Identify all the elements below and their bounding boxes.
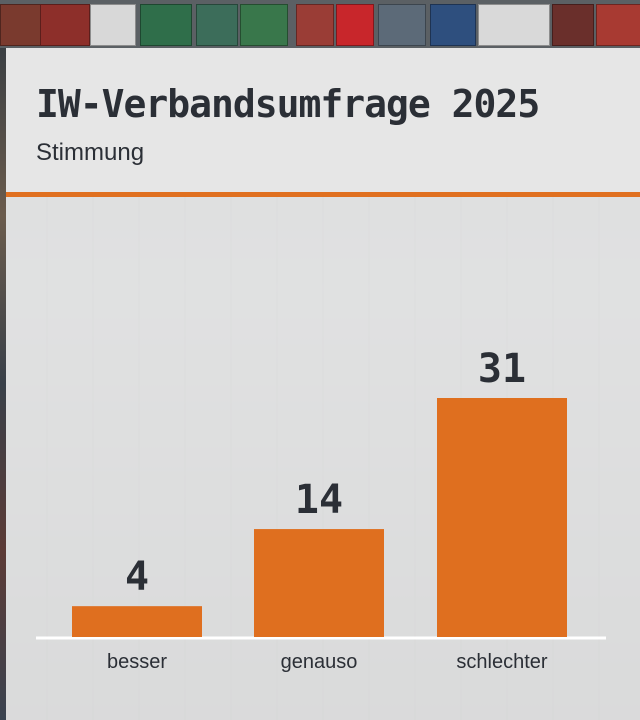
value-label-schlechter: 31 (478, 346, 526, 392)
background-containers (0, 0, 640, 48)
background-edge (0, 48, 6, 720)
category-label-genauso: genauso (281, 651, 358, 673)
bar-chart: 4 besser 14 genauso 31 schlechter (36, 346, 606, 673)
accent-divider (6, 192, 640, 197)
category-label-besser: besser (107, 651, 167, 673)
chart-title: IW-Verbandsumfrage 2025 (36, 82, 540, 126)
bar-schlechter (437, 398, 567, 637)
value-label-genauso: 14 (295, 477, 343, 523)
bar-genauso (254, 529, 384, 637)
bar-besser (72, 606, 202, 637)
category-label-schlechter: schlechter (456, 651, 547, 673)
value-label-besser: 4 (125, 554, 149, 600)
chart-header: IW-Verbandsumfrage 2025 Stimmung (6, 48, 640, 192)
chart-subtitle: Stimmung (36, 139, 145, 166)
